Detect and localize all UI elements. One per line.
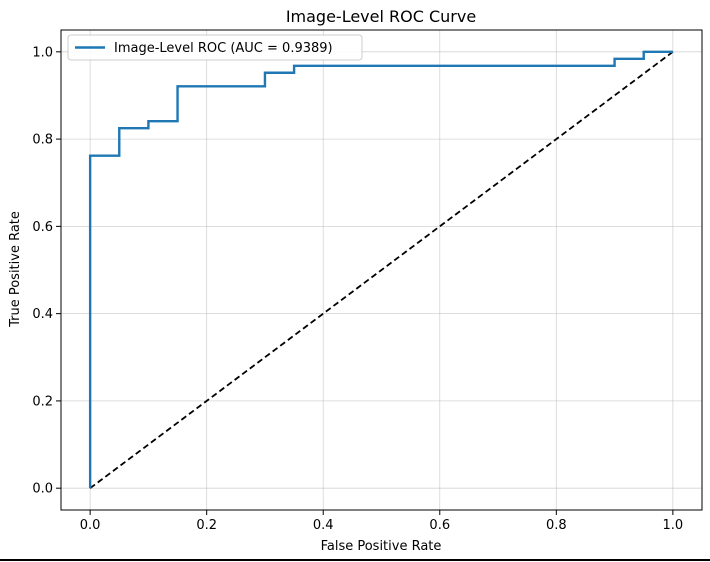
series-layer (88, 50, 674, 489)
legend-entry-label: Image-Level ROC (AUC = 0.9389) (114, 41, 333, 56)
axes-frame (60, 29, 703, 511)
x-tick-label: 0.4 (313, 518, 334, 533)
y-tick-label: 0.6 (32, 220, 53, 235)
y-axis-label: True Positive Rate (8, 211, 23, 328)
x-axis-label: False Positive Rate (321, 539, 442, 554)
y-tick-label: 1.0 (32, 45, 53, 60)
ticks: 0.0 0.2 0.4 0.6 0.8 1.0 0.0 0.2 0.4 0.6 0.8 1.0 (32, 45, 683, 533)
x-tick-label: 0.8 (546, 518, 567, 533)
x-tick-label: 0.2 (196, 518, 217, 533)
legend-box (67, 34, 363, 61)
y-tick-label: 0.4 (32, 307, 53, 322)
x-tick-label: 1.0 (663, 518, 684, 533)
bottom-border (0, 559, 710, 561)
y-tick-label: 0.2 (32, 394, 53, 409)
chart-title: Image-Level ROC Curve (286, 7, 476, 26)
y-tick-label: 0.0 (32, 482, 53, 497)
roc-curve-line (88, 50, 673, 489)
legend: Image-Level ROC (AUC = 0.9389) (67, 34, 363, 61)
x-tick-label: 0.6 (429, 518, 450, 533)
chance-diagonal-line (89, 51, 674, 489)
y-tick-label: 0.8 (32, 133, 53, 148)
x-tick-label: 0.0 (80, 518, 101, 533)
